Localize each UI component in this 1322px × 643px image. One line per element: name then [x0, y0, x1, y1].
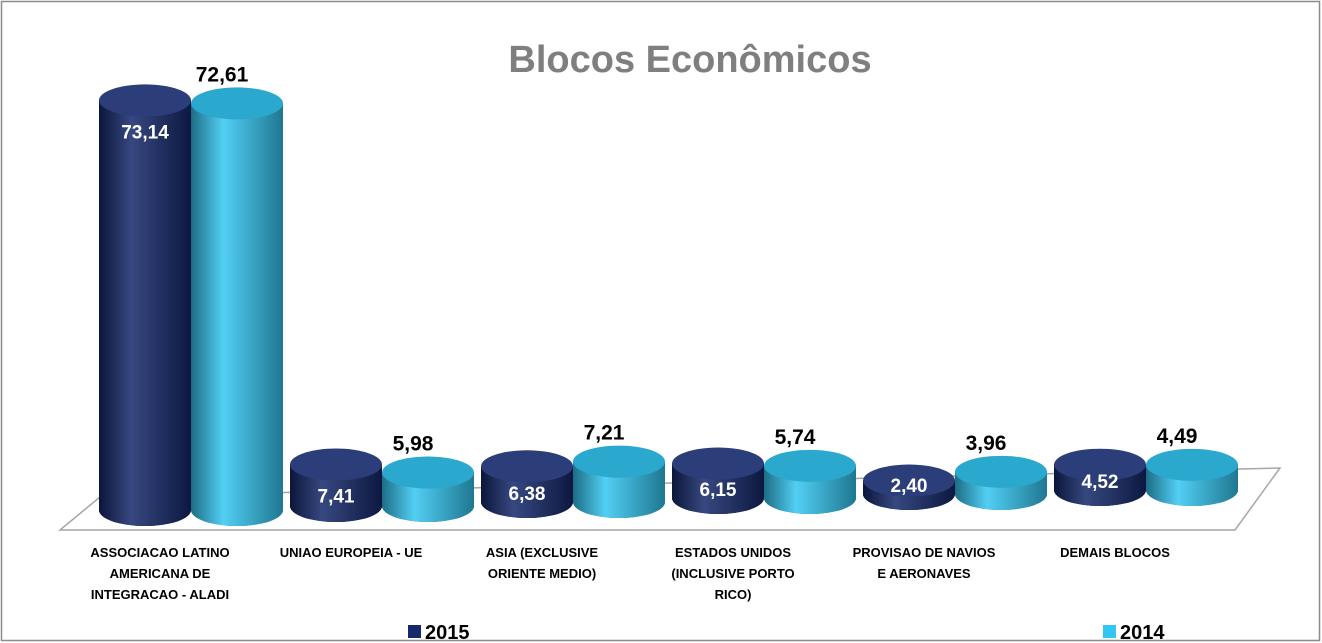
bar	[290, 464, 382, 522]
legend-swatch	[1103, 625, 1116, 638]
legend-swatch	[408, 625, 421, 638]
bar-top	[290, 448, 382, 481]
data-label: 7,41	[318, 487, 355, 508]
bar-top	[481, 450, 573, 483]
bar-top	[1054, 448, 1146, 481]
data-label: 4,49	[1157, 425, 1198, 448]
data-label: 6,15	[700, 480, 737, 501]
bar	[573, 461, 665, 518]
data-label: 3,96	[966, 432, 1007, 455]
legend-label: 2015	[425, 622, 470, 643]
bar-top	[573, 445, 665, 478]
bar	[191, 103, 283, 526]
data-label: 73,14	[121, 122, 169, 143]
data-label: 6,38	[509, 484, 546, 505]
bar-top	[191, 87, 283, 120]
legend-label: 2014	[1120, 622, 1165, 643]
bar-top	[764, 449, 856, 482]
x-tick-label: ASSOCIACAO LATINO AMERICANA DE INTEGRACAO …	[90, 545, 229, 602]
bar	[99, 100, 191, 526]
data-label: 5,98	[393, 433, 434, 456]
bar-top	[99, 84, 191, 117]
x-tick-label: PROVISAO DE NAVIOS E AERONAVES	[853, 545, 996, 581]
x-tick-label: UNIAO EUROPEIA - UE	[280, 545, 423, 560]
data-label: 2,40	[891, 476, 928, 497]
bar-top	[382, 456, 474, 489]
bar-top	[955, 455, 1047, 488]
bar-top	[672, 447, 764, 480]
x-tick-label: ASIA (EXCLUSIVE ORIENTE MEDIO)	[486, 545, 599, 581]
data-label: 5,74	[775, 426, 816, 449]
x-tick-label: ESTADOS UNIDOS (INCLUSIVE PORTO RICO)	[671, 545, 794, 602]
bar-top	[1146, 448, 1238, 481]
bar-top	[863, 464, 955, 497]
data-label: 4,52	[1082, 472, 1119, 493]
floor	[57, 467, 1282, 531]
chart-title: Blocos Econômicos	[508, 39, 871, 81]
data-label: 72,61	[196, 63, 249, 86]
x-tick-label: DEMAIS BLOCOS	[1060, 545, 1170, 560]
data-label: 7,21	[584, 422, 625, 445]
